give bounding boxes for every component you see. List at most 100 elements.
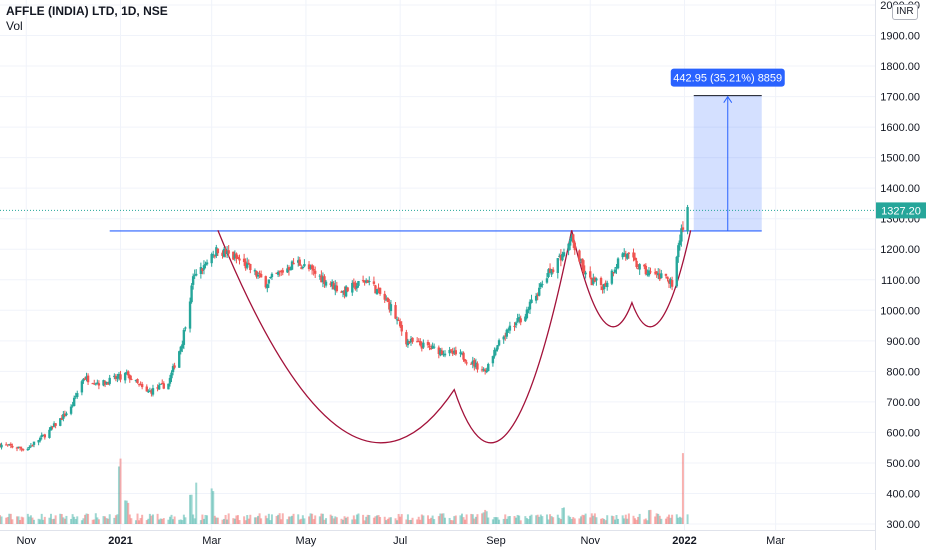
chart-legend: AFFLE (INDIA) LTD, 1D, NSE Vol [6, 4, 168, 34]
candle-body [497, 340, 501, 346]
candle-body [615, 266, 618, 269]
candle-body [320, 275, 323, 283]
candle-body [222, 248, 226, 257]
time-axis[interactable]: Nov 2021 Mar May Jul Sep Nov 2022 Mar [0, 530, 875, 548]
volume-bar [204, 514, 207, 524]
candle-body [590, 277, 593, 286]
candle-body [487, 363, 490, 371]
volume-bar [102, 516, 105, 524]
candle-body [534, 295, 538, 301]
candle-body [493, 349, 496, 357]
candle-body [321, 277, 325, 283]
volume-bar [579, 516, 582, 524]
candle-body [491, 356, 495, 364]
candle-body [604, 282, 607, 287]
volume-bar [366, 514, 369, 524]
time-tick-label: 2021 [108, 535, 132, 547]
volume-bar [481, 513, 484, 524]
candle-body [476, 363, 479, 370]
candle-body [517, 317, 521, 320]
volume-bar [134, 520, 137, 524]
candle-body [116, 376, 119, 379]
volume-bar [556, 514, 559, 524]
volume-bar [125, 500, 128, 524]
volume-bar [182, 514, 185, 524]
volume-bar [318, 516, 321, 524]
volume-bar [189, 494, 192, 524]
volume-bar [634, 518, 637, 524]
volume-bar [280, 519, 283, 524]
candle-body [188, 301, 192, 329]
volume-bar [638, 513, 641, 524]
candle-body [86, 375, 90, 383]
volume-bar [246, 515, 249, 524]
volume-bar [606, 515, 609, 524]
candle-body [4, 444, 8, 446]
volume-bar [502, 518, 505, 524]
volume-bar [649, 509, 652, 524]
volume-bar [249, 514, 252, 524]
candle-body [616, 258, 620, 269]
volume-bar [335, 517, 338, 524]
volume-bar [372, 517, 375, 524]
volume-bar [257, 515, 260, 524]
volume-bar [593, 513, 596, 524]
candle-body [215, 247, 218, 257]
candle-body [210, 254, 213, 264]
volume-bar [547, 519, 550, 524]
candle-body [96, 382, 99, 384]
candle-body [579, 259, 583, 261]
target-label: 442.95 (35.21%) 8859 [673, 73, 782, 85]
volume-bar [362, 514, 365, 524]
volume-bar [397, 513, 400, 524]
volume-bar [172, 519, 175, 524]
volume-bar [190, 494, 193, 524]
candle-body [375, 289, 379, 295]
price-axis[interactable]: 2000.001900.001800.001700.001600.001500.… [875, 0, 927, 550]
candle-body [65, 413, 68, 416]
candle-body [193, 274, 196, 276]
candle-body [658, 274, 661, 280]
target-box[interactable]: 442.95 (35.21%) 8859 [670, 68, 785, 231]
candle-body [318, 275, 322, 277]
volume-bar [386, 518, 389, 524]
candle-body [145, 386, 148, 392]
pattern-drawings[interactable] [109, 230, 762, 444]
price-tick-label: 1000.00 [880, 305, 920, 317]
volume-bar [298, 519, 301, 524]
price-tick-label: 900.00 [886, 336, 920, 348]
candle-body [559, 254, 563, 261]
volume-bar [428, 518, 431, 524]
candle-body [278, 271, 281, 273]
candle-body [290, 261, 294, 270]
candle-body [681, 227, 685, 230]
candle-body [17, 446, 20, 448]
volume-bar [71, 514, 74, 524]
candle-body [48, 429, 51, 438]
candle-body [655, 271, 658, 275]
currency-badge[interactable]: INR [892, 4, 918, 20]
volume-bar [104, 516, 107, 524]
volume-bar [297, 514, 300, 524]
volume-bar [83, 514, 86, 524]
candle-body [355, 286, 359, 289]
volume-bar [287, 516, 290, 524]
volume-bar [26, 513, 29, 524]
candle-body [190, 285, 193, 303]
candle-body [276, 271, 280, 275]
candle-body [151, 388, 155, 395]
volume-bar [138, 520, 141, 524]
volume-bar [43, 516, 46, 524]
candle-body [465, 362, 468, 364]
time-tick-label: Mar [202, 535, 221, 547]
volume-bar [40, 513, 43, 524]
symbol-title[interactable]: AFFLE (INDIA) LTD, 1D, NSE [6, 4, 168, 18]
candle-body [623, 253, 626, 256]
volume-bar [105, 518, 108, 524]
volume-bar [496, 517, 499, 524]
volume-bar [62, 517, 65, 524]
candle-body [170, 372, 173, 379]
candle-body [405, 332, 408, 345]
candle-body [244, 261, 247, 269]
